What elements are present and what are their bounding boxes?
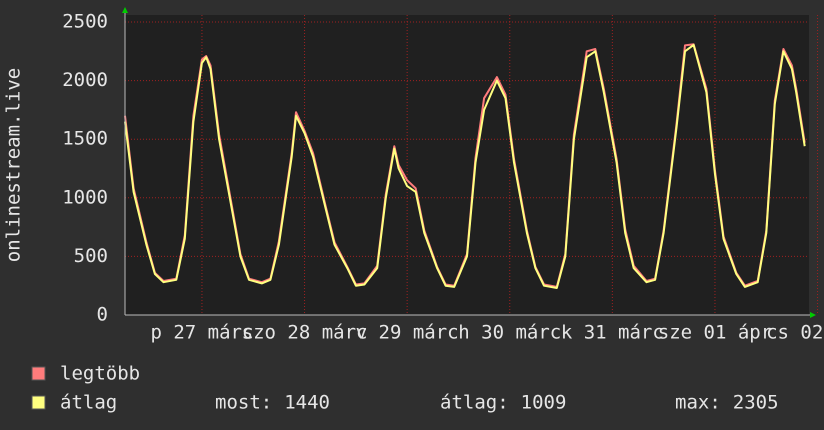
plot [124, 15, 819, 316]
legend-label: legtöbb [60, 363, 140, 385]
legend-swatch [31, 366, 46, 381]
y-axis-label: onlinestream.live [3, 68, 25, 262]
x-tick-label: k 31 márc [561, 322, 664, 344]
x-tick-label: h 30 márc [458, 322, 561, 344]
x-tick-label: p 27 márc [150, 322, 253, 344]
x-tick-label: sze 01 ápr [658, 322, 772, 344]
series-line [124, 43, 806, 289]
x-tick-label: v 29 márc [356, 322, 459, 344]
legend-label: átlag [60, 392, 117, 414]
y-tick-label: 2000 [62, 69, 108, 91]
legend-swatch [31, 395, 46, 410]
y-tick-label: 0 [97, 304, 108, 326]
y-tick-label: 1000 [62, 186, 108, 208]
stat-label: most: [215, 392, 272, 414]
stat-label: átlag: [440, 392, 509, 414]
x-arrow [810, 312, 816, 318]
y-tick-label: 500 [74, 245, 108, 267]
y-tick-label: 1500 [62, 128, 108, 150]
stat-value: 1009 [521, 392, 567, 414]
plot-area [125, 15, 809, 315]
stat-label: max: [675, 392, 721, 414]
stat-value: 2305 [733, 392, 779, 414]
x-tick-label: cs 02 ápr [766, 322, 824, 344]
y-tick-label: 2500 [62, 11, 108, 33]
y-arrow [122, 7, 128, 13]
stat-value: 1440 [284, 392, 330, 414]
x-tick-label: szo 28 márc [242, 322, 368, 344]
